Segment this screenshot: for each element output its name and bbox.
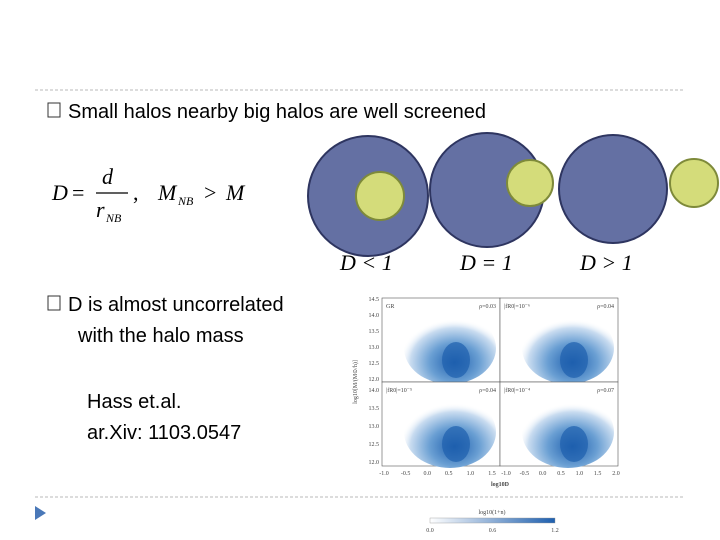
formula-part: D <box>51 180 68 205</box>
diagram-label: D < 1 <box>339 250 393 275</box>
panel-label: ρ=0.04 <box>597 304 614 310</box>
y-tick-label: 13.5 <box>369 406 380 412</box>
bullet-text: D is almost uncorrelated <box>68 294 284 316</box>
formula: D = d r NB , M NB > M <box>51 164 246 225</box>
x-tick-label: 1.0 <box>576 471 584 477</box>
bullet-icon <box>47 102 61 118</box>
y-tick-label: 12.5 <box>369 361 380 367</box>
screening-diagram: D < 1 D = 1 D > 1 <box>307 132 719 275</box>
formula-part: d <box>102 164 114 189</box>
y-axis-label: log10[M/(M⊙/h)] <box>352 360 359 404</box>
formula-part: NB <box>105 211 122 225</box>
y-tick-label: 12.0 <box>369 460 380 466</box>
y-tick-label: 13.0 <box>369 424 380 430</box>
small-halo <box>506 159 554 207</box>
y-tick-label: 13.0 <box>369 345 380 351</box>
colorbar-label: log10(1+n) <box>478 509 505 516</box>
x-axis-label: log10D <box>491 482 510 488</box>
bullet-icon <box>47 295 61 311</box>
x-tick-label: 0.5 <box>557 471 565 477</box>
y-tick-label: 13.5 <box>369 329 380 335</box>
diagram-label: D > 1 <box>579 250 633 275</box>
panel-label: |fR0|=10⁻⁶ <box>504 303 530 310</box>
formula-part: M <box>157 180 178 205</box>
colorbar-tick-label: 0.0 <box>426 528 434 534</box>
big-halo <box>558 134 668 244</box>
small-halo <box>355 171 405 221</box>
formula-part: , <box>133 180 139 205</box>
x-tick-label: 1.0 <box>467 471 475 477</box>
x-tick-label: 1.5 <box>594 471 602 477</box>
y-tick-label: 14.0 <box>369 313 380 319</box>
panel-label: GR <box>386 304 394 310</box>
panel-label: ρ=0.07 <box>597 388 614 394</box>
bullet-text: Small halos nearby big halos are well sc… <box>68 101 486 123</box>
panel-label: ρ=0.04 <box>479 388 496 394</box>
reference: Hass et.al. <box>87 391 181 413</box>
x-tick-label: -0.5 <box>401 471 411 477</box>
formula-part: M <box>225 180 246 205</box>
colorbar <box>429 517 556 524</box>
x-tick-label: -0.5 <box>520 471 530 477</box>
x-tick-label: 1.5 <box>488 471 496 477</box>
panel-label: ρ=0.03 <box>479 304 496 310</box>
formula-part: r <box>96 197 105 222</box>
x-tick-label: 0.0 <box>539 471 547 477</box>
formula-part: = <box>72 180 84 205</box>
colorbar-tick-label: 1.2 <box>551 528 559 534</box>
diagram-label: D = 1 <box>459 250 513 275</box>
colorbar-tick-label: 0.6 <box>489 528 497 534</box>
density-core <box>560 426 588 462</box>
y-tick-label: 12.0 <box>369 377 380 383</box>
x-tick-label: -1.0 <box>501 471 511 477</box>
density-core <box>442 342 470 378</box>
x-tick-label: 0.0 <box>423 471 431 477</box>
y-tick-label: 14.5 <box>369 297 380 303</box>
density-core <box>560 342 588 378</box>
y-tick-label: 14.0 <box>369 388 380 394</box>
x-tick-label: 2.0 <box>612 471 620 477</box>
reference: ar.Xiv: 1103.0547 <box>87 422 241 444</box>
y-tick-label: 12.5 <box>369 442 380 448</box>
density-figure: GR ρ=0.03 |fR0|=10⁻⁶ ρ=0.04 |fR0|=10⁻⁵ ρ=0.04… <box>352 297 620 534</box>
panel-label: |fR0|=10⁻⁵ <box>386 387 412 394</box>
small-halo <box>669 158 719 208</box>
panel-label: |fR0|=10⁻⁴ <box>504 387 530 394</box>
x-tick-label: 0.5 <box>445 471 453 477</box>
nav-arrow[interactable] <box>35 506 46 520</box>
density-core <box>442 426 470 462</box>
x-tick-label: -1.0 <box>379 471 389 477</box>
bullet-text: with the halo mass <box>77 325 244 347</box>
formula-part: > <box>204 180 216 205</box>
formula-part: NB <box>177 194 194 208</box>
